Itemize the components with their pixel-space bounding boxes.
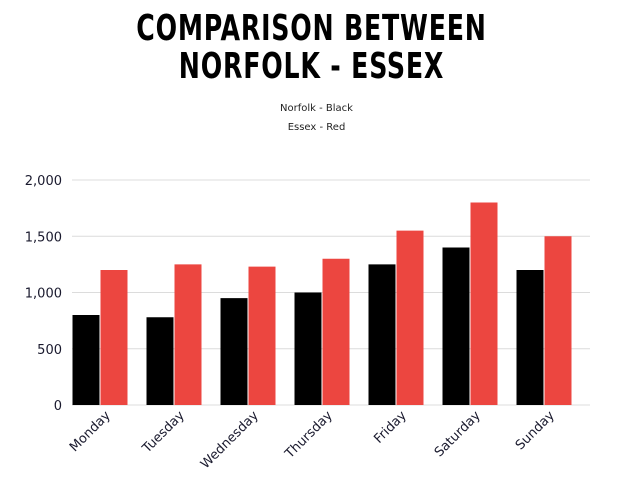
bar-norfolk-saturday — [442, 247, 470, 405]
bar-norfolk-wednesday — [220, 298, 248, 405]
x-tick-label: Saturday — [432, 408, 484, 460]
y-tick-label: 500 — [37, 343, 62, 358]
x-tick-label: Wednesday — [198, 408, 262, 472]
bar-essex-tuesday — [174, 264, 202, 405]
x-tick-label: Friday — [371, 408, 410, 447]
bars — [72, 202, 572, 405]
y-tick-label: 1,500 — [25, 230, 62, 245]
x-tick-label: Sunday — [513, 408, 558, 453]
y-tick-label: 0 — [54, 399, 62, 414]
bar-essex-sunday — [544, 236, 572, 405]
bar-essex-wednesday — [248, 266, 276, 405]
x-axis-ticks: Monday Tuesday Wednesday Thursday Friday Satu… — [67, 408, 558, 472]
y-axis-ticks: 0 500 1,000 1,500 2,000 — [25, 174, 62, 414]
bar-norfolk-tuesday — [146, 317, 174, 405]
x-tick-label: Tuesday — [139, 408, 188, 457]
bar-norfolk-monday — [72, 315, 100, 405]
bar-essex-thursday — [322, 258, 350, 405]
chart-title: COMPARISON BETWEEN NORFOLK - ESSEX — [69, 10, 555, 86]
x-tick-label: Monday — [67, 408, 114, 455]
y-tick-label: 1,000 — [25, 287, 62, 302]
legend-essex: Essex - Red — [287, 122, 346, 133]
legend-norfolk: Norfolk - Black — [280, 103, 353, 114]
chart-title-line1: COMPARISON BETWEEN — [136, 8, 487, 49]
y-tick-label: 2,000 — [25, 174, 62, 189]
chart-title-line2: NORFOLK - ESSEX — [178, 46, 445, 87]
bar-norfolk-friday — [368, 264, 396, 405]
x-tick-label: Thursday — [282, 408, 336, 462]
bar-norfolk-thursday — [294, 292, 322, 405]
bar-essex-monday — [100, 270, 128, 405]
bar-essex-saturday — [470, 202, 498, 405]
bar-norfolk-sunday — [516, 270, 544, 405]
bar-essex-friday — [396, 230, 424, 405]
